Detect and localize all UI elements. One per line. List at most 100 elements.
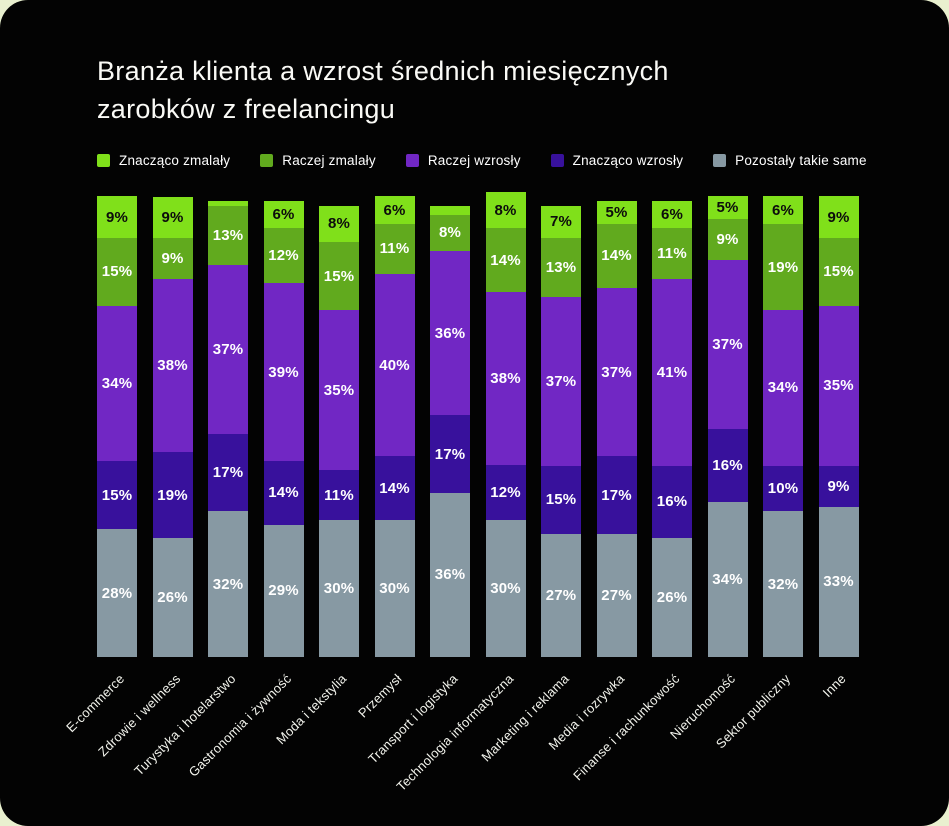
x-axis-slot: Inne — [819, 657, 859, 812]
segment-value-label: 39% — [268, 363, 299, 381]
bar-segment — [208, 201, 248, 206]
segment-value-label: 8% — [438, 224, 462, 242]
bar-segment: 10% — [763, 465, 803, 512]
bar-2: 9% 9% 38% 19% 26% — [152, 196, 193, 657]
segment-value-label: 30% — [490, 580, 521, 598]
segment-value-label: 37% — [712, 336, 743, 354]
legend-label: Raczej zmalały — [282, 152, 376, 168]
bar-segment: 15% — [97, 460, 137, 530]
legend-swatch-icon — [260, 153, 274, 167]
bar-12: 5% 9% 37% 16% 34% — [707, 196, 748, 657]
legend-item: Raczej wzrosły — [405, 153, 521, 168]
segment-value-label: 26% — [157, 589, 188, 607]
segment-value-label: 14% — [601, 247, 632, 265]
bar-segment: 32% — [763, 511, 803, 657]
bar-segment: 15% — [541, 465, 581, 534]
segment-value-label: 12% — [490, 484, 521, 502]
bar-5: 8% 15% 35% 11% 30% — [319, 205, 359, 657]
segment-value-label: 35% — [823, 377, 854, 395]
segment-value-label: 13% — [545, 258, 577, 276]
bar-segment: 27% — [541, 533, 581, 657]
bar-10: 5% 14% 37% 17% 27% — [596, 201, 637, 657]
legend-item: Pozostały takie same — [713, 153, 867, 168]
segment-value-label: 16% — [712, 456, 743, 474]
segment-value-label: 11% — [324, 486, 354, 504]
segment-value-label: 19% — [157, 486, 188, 504]
bar-segment: 19% — [152, 451, 193, 539]
segment-value-label: 34% — [712, 570, 743, 588]
bar-segment: 6% — [263, 201, 304, 229]
bar-segment: 17% — [596, 456, 637, 534]
segment-value-label: 17% — [434, 445, 466, 463]
x-axis-label: Przemysł — [355, 671, 406, 721]
bars-container: 9% 15% 34% 15% 28% 9% 9% 38% 19% 26% 13% 37% 17% 32% 6… — [97, 187, 859, 657]
bar-segment: 27% — [596, 533, 637, 657]
segment-value-label: 37% — [212, 340, 244, 358]
bar-13: 6% 19% 34% 10% 32% — [763, 196, 803, 657]
legend-label: Pozostały takie same — [735, 152, 867, 168]
segment-value-label: 9% — [716, 231, 739, 249]
stacked-bar-chart: 9% 15% 34% 15% 28% 9% 9% 38% 19% 26% 13% 37% 17% 32% 6… — [63, 187, 859, 812]
bar-segment: 9% — [97, 196, 137, 238]
bar-segment: 14% — [596, 223, 637, 288]
segment-value-label: 14% — [268, 484, 299, 502]
bar-segment: 6% — [374, 196, 415, 224]
segment-value-label: 40% — [379, 356, 410, 374]
x-axis-slot: Sektor publiczny — [713, 657, 803, 812]
segment-value-label: 15% — [323, 267, 355, 285]
bar-segment: 5% — [596, 201, 637, 224]
segment-value-label: 5% — [716, 199, 739, 217]
bar-segment: 17% — [208, 433, 248, 512]
legend-item: Raczej zmalały — [260, 153, 376, 168]
segment-value-label: 6% — [771, 201, 795, 219]
bar-segment: 15% — [319, 242, 359, 311]
bar-14: 9% 15% 35% 9% 33% — [818, 196, 859, 657]
chart-title: Branża klienta a wzrost średnich miesięc… — [97, 52, 949, 129]
bar-segment: 17% — [430, 415, 470, 493]
segment-value-label: 35% — [323, 381, 355, 399]
segment-value-label: 27% — [601, 586, 632, 604]
bar-segment: 28% — [97, 529, 137, 657]
bar-segment: 35% — [818, 305, 859, 466]
bar-segment: 39% — [263, 283, 304, 461]
segment-value-label: 27% — [545, 586, 577, 604]
bar-segment: 9% — [707, 219, 748, 261]
bar-1: 9% 15% 34% 15% 28% — [97, 196, 137, 657]
bar-segment: 37% — [208, 264, 248, 434]
bar-segment: 37% — [541, 296, 581, 466]
segment-value-label: 37% — [545, 372, 577, 390]
segment-value-label: 9% — [161, 249, 184, 267]
bar-8: 8% 14% 38% 12% 30% — [485, 191, 526, 657]
segment-value-label: 29% — [268, 582, 299, 600]
legend: Znacząco zmalały Raczej zmalały Raczej wzr… — [97, 153, 949, 168]
segment-value-label: 15% — [823, 263, 854, 281]
bar-segment: 37% — [596, 287, 637, 457]
bar-segment: 8% — [485, 191, 526, 229]
segment-value-label: 34% — [767, 379, 799, 397]
segment-value-label: 19% — [767, 258, 799, 276]
bar-segment: 11% — [374, 223, 415, 274]
bar-segment: 12% — [263, 228, 304, 284]
bar-segment: 30% — [485, 520, 526, 657]
legend-swatch-icon — [97, 153, 110, 167]
bar-11: 6% 11% 41% 16% 26% — [652, 201, 692, 657]
bar-segment: 34% — [763, 310, 803, 466]
segment-value-label: 41% — [656, 363, 688, 381]
bar-segment: 6% — [652, 201, 692, 229]
segment-value-label: 11% — [379, 240, 410, 258]
bar-segment: 9% — [818, 196, 859, 238]
x-axis-label: Inne — [820, 671, 850, 701]
bar-6: 6% 11% 40% 14% 30% — [374, 196, 415, 657]
bar-segment: 11% — [319, 470, 359, 521]
segment-value-label: 38% — [157, 356, 188, 374]
segment-value-label: 5% — [605, 203, 628, 221]
segment-value-label: 30% — [323, 580, 355, 598]
bar-segment: 11% — [652, 228, 692, 279]
legend-swatch-icon — [713, 153, 727, 167]
segment-value-label: 6% — [383, 201, 406, 219]
bar-segment: 13% — [541, 237, 581, 297]
segment-value-label: 32% — [767, 575, 799, 593]
segment-value-label: 15% — [545, 491, 577, 509]
bar-segment: 30% — [319, 520, 359, 657]
bar-segment: 9% — [818, 465, 859, 507]
